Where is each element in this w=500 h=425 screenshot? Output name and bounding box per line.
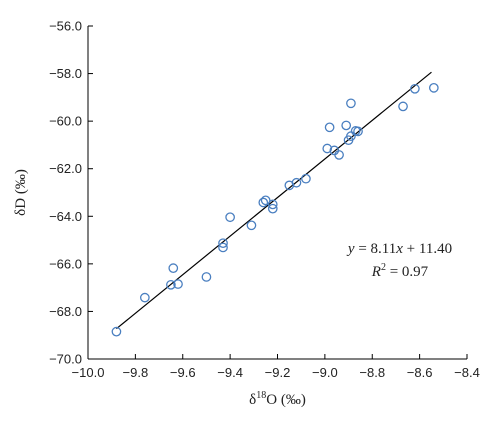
x-tick-label: −9.2	[265, 365, 291, 380]
regression-equation: y = 8.11x + 11.40	[346, 241, 452, 257]
data-point	[173, 279, 183, 289]
data-point	[346, 98, 356, 109]
y-tick-label: −66.0	[49, 256, 82, 271]
data-point	[291, 177, 302, 188]
data-point	[168, 263, 179, 273]
x-tick-label: −8.4	[454, 365, 480, 380]
x-tick-label: −9.4	[217, 365, 243, 380]
y-tick-label: −64.0	[49, 209, 82, 224]
x-tick-label: −8.6	[407, 365, 433, 380]
data-point	[166, 279, 176, 290]
y-tick-label: −60.0	[49, 114, 82, 129]
data-point	[201, 272, 212, 282]
y-axis-title: δD (‰)	[13, 169, 29, 216]
data-point	[140, 292, 150, 303]
y-tick-label: −68.0	[49, 304, 82, 319]
y-tick-label: −58.0	[49, 66, 82, 81]
data-point	[428, 82, 439, 93]
data-point	[398, 101, 408, 112]
data-point	[334, 150, 344, 160]
x-tick-label: −9.8	[123, 365, 149, 380]
data-point	[267, 203, 278, 214]
data-point	[218, 238, 228, 249]
y-tick-label: −70.0	[49, 352, 82, 367]
x-tick-label: −10.0	[72, 365, 105, 380]
data-point	[218, 242, 228, 253]
axes	[87, 26, 467, 360]
data-point	[260, 195, 271, 206]
y-tick-label: −56.0	[49, 19, 82, 34]
x-ticks: −10.0 −9.8 −9.6 −9.4 −9.2 −9.0 −8.8 −8.6 −8.4	[72, 354, 480, 380]
y-ticks: −70.0 −68.0 −66.0 −64.0 −62.0 −60.0 −58.0 −56.0	[49, 19, 93, 367]
data-point	[353, 126, 363, 137]
y-tick-label: −62.0	[49, 161, 82, 176]
data-point	[246, 220, 257, 231]
x-tick-label: −8.8	[359, 365, 385, 380]
data-point	[267, 199, 278, 210]
r-squared-label: R2 = 0.97	[371, 262, 429, 280]
data-point	[225, 212, 235, 223]
x-tick-label: −9.0	[312, 365, 338, 380]
data-point	[258, 197, 269, 208]
x-axis-title: δ18O (‰)	[249, 390, 306, 408]
data-point	[341, 120, 352, 131]
data-point	[322, 143, 333, 154]
data-points	[111, 82, 439, 337]
data-point	[410, 83, 420, 94]
data-point	[301, 173, 311, 184]
data-point	[324, 122, 335, 133]
x-tick-label: −9.6	[170, 365, 196, 380]
data-point	[111, 326, 122, 337]
